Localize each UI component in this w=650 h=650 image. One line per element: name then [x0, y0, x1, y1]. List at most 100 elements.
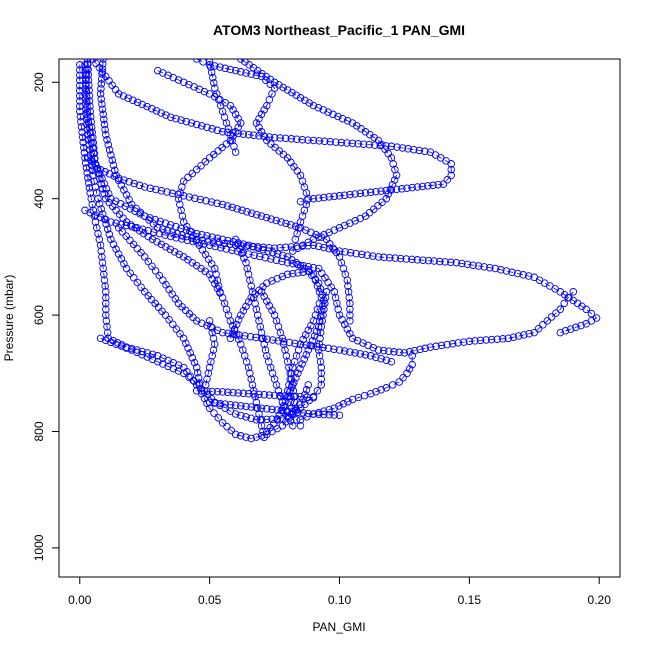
series-line	[196, 390, 314, 399]
series-line	[84, 64, 322, 426]
data-point	[77, 117, 85, 126]
data-point	[253, 311, 262, 319]
data-point	[240, 254, 248, 262]
data-point	[257, 212, 266, 220]
data-point	[242, 402, 250, 411]
data-point	[292, 374, 300, 382]
data-point	[303, 413, 311, 421]
data-point	[429, 181, 437, 190]
data-point	[185, 373, 193, 381]
data-point	[400, 349, 409, 357]
data-point	[352, 249, 360, 258]
data-point	[192, 165, 201, 174]
data-point	[286, 392, 294, 400]
data-point	[514, 332, 523, 340]
data-point	[317, 369, 326, 378]
data-point	[432, 342, 440, 351]
data-point	[263, 297, 271, 305]
data-point	[76, 107, 84, 116]
data-point	[214, 414, 223, 422]
data-point	[107, 338, 115, 347]
data-point	[419, 256, 427, 264]
data-point	[289, 421, 297, 430]
data-point	[262, 213, 271, 222]
data-point	[244, 270, 253, 279]
data-point	[159, 354, 167, 362]
data-point	[298, 135, 307, 144]
data-point	[374, 346, 383, 354]
data-point	[211, 264, 219, 273]
data-point	[140, 288, 149, 296]
data-point	[289, 259, 297, 268]
data-point	[127, 346, 136, 354]
data-point	[114, 90, 123, 98]
data-point	[159, 360, 167, 368]
data-point	[97, 85, 105, 93]
data-point	[430, 257, 438, 265]
x-tick-label: 0.10	[328, 593, 352, 607]
data-point	[346, 311, 354, 319]
data-point	[81, 61, 89, 69]
data-point	[264, 247, 272, 255]
data-point	[207, 322, 215, 331]
data-point	[289, 269, 297, 278]
data-point	[92, 161, 100, 170]
data-point	[302, 341, 310, 349]
data-point	[96, 213, 105, 222]
data-point	[104, 141, 113, 149]
data-point	[293, 167, 302, 175]
data-point	[382, 384, 391, 392]
data-point	[392, 171, 401, 180]
data-point	[335, 192, 344, 200]
data-point	[409, 145, 418, 154]
data-point	[261, 253, 270, 262]
data-point	[267, 215, 276, 223]
data-point	[193, 368, 202, 377]
data-point	[317, 233, 326, 241]
data-point	[361, 189, 370, 197]
data-point	[304, 241, 312, 250]
data-point	[157, 240, 166, 249]
data-point	[243, 208, 251, 216]
data-point	[287, 375, 296, 383]
x-tick-label: 0.20	[588, 593, 612, 607]
data-point	[351, 217, 359, 225]
data-point	[248, 381, 257, 389]
data-point	[262, 76, 270, 85]
data-point	[539, 321, 547, 329]
data-point	[318, 307, 326, 315]
data-point	[129, 96, 137, 105]
data-point	[137, 283, 145, 291]
data-point	[155, 271, 164, 280]
series-line	[230, 270, 325, 432]
data-point	[316, 317, 324, 326]
data-point	[346, 248, 355, 257]
data-point	[380, 253, 388, 262]
data-point	[291, 404, 300, 412]
data-point	[312, 231, 320, 239]
data-point	[257, 404, 266, 412]
data-point	[192, 120, 201, 129]
x-tick-label: 0.15	[458, 593, 482, 607]
data-point	[184, 173, 192, 182]
data-point	[582, 320, 590, 328]
data-point	[564, 293, 572, 302]
data-point	[87, 194, 95, 203]
data-point	[104, 334, 113, 343]
data-point	[107, 218, 115, 226]
data-point	[76, 92, 84, 100]
data-point	[343, 276, 352, 284]
data-point	[283, 86, 292, 94]
data-point	[471, 337, 479, 345]
data-point	[99, 264, 107, 273]
data-point	[377, 187, 385, 195]
data-point	[278, 257, 286, 266]
data-point	[236, 244, 244, 253]
data-point	[147, 295, 156, 304]
data-point	[315, 352, 324, 360]
data-point	[111, 166, 119, 175]
data-point	[281, 134, 290, 143]
data-point	[95, 200, 104, 208]
data-point	[175, 250, 183, 259]
data-point	[190, 377, 198, 385]
